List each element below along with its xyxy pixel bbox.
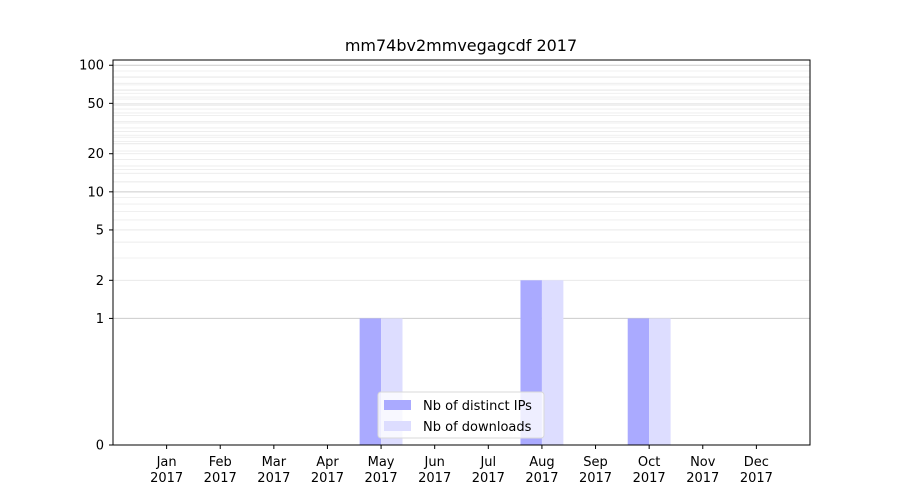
plot-frame [112, 59, 811, 446]
x-tick-label: Jul 2017 [472, 455, 505, 486]
y-axis-ticks: 0 1 2 5 10 20 50 100 [79, 59, 113, 454]
legend-swatch [384, 421, 411, 431]
y-tick-label: 10 [87, 185, 104, 200]
axes [112, 59, 811, 446]
bar [649, 318, 671, 445]
y-tick-label: 20 [87, 147, 104, 162]
y-tick-label: 50 [87, 97, 104, 112]
x-tick-label: Apr 2017 [311, 455, 344, 486]
legend-box [377, 391, 545, 439]
x-tick-label: Nov 2017 [686, 455, 719, 486]
x-tick-label: Feb 2017 [204, 455, 237, 486]
legend: Nb of distinct IPs Nb of downloads [377, 391, 545, 439]
grid-lines [113, 64, 810, 446]
x-tick-label: Dec 2017 [740, 455, 773, 486]
x-tick-label: Oct 2017 [633, 455, 666, 486]
x-tick-label: Jun 2017 [418, 455, 451, 486]
bar [359, 318, 382, 445]
y-tick-label: 100 [79, 59, 104, 74]
x-tick-label: Mar 2017 [257, 455, 290, 486]
x-axis-ticks: Jan 2017 Feb 2017 Mar 2017 Apr 2017 May 2017 Jun 20… [150, 445, 773, 486]
x-tick-label: Sep 2017 [579, 455, 612, 486]
legend-label: Nb of downloads [423, 420, 532, 435]
y-tick-label: 5 [96, 223, 104, 238]
chart-title: mm74bv2mmvegagcdf 2017 [345, 36, 577, 55]
bar [627, 318, 650, 445]
y-tick-label: 2 [96, 274, 104, 289]
y-tick-label: 1 [96, 312, 104, 327]
x-tick-label: Aug 2017 [525, 455, 558, 486]
legend-swatch [384, 400, 411, 410]
y-tick-label: 0 [96, 439, 104, 454]
legend-label: Nb of distinct IPs [423, 399, 532, 414]
x-tick-label: May 2017 [365, 455, 398, 486]
x-tick-label: Jan 2017 [150, 455, 183, 486]
bar [541, 280, 564, 445]
